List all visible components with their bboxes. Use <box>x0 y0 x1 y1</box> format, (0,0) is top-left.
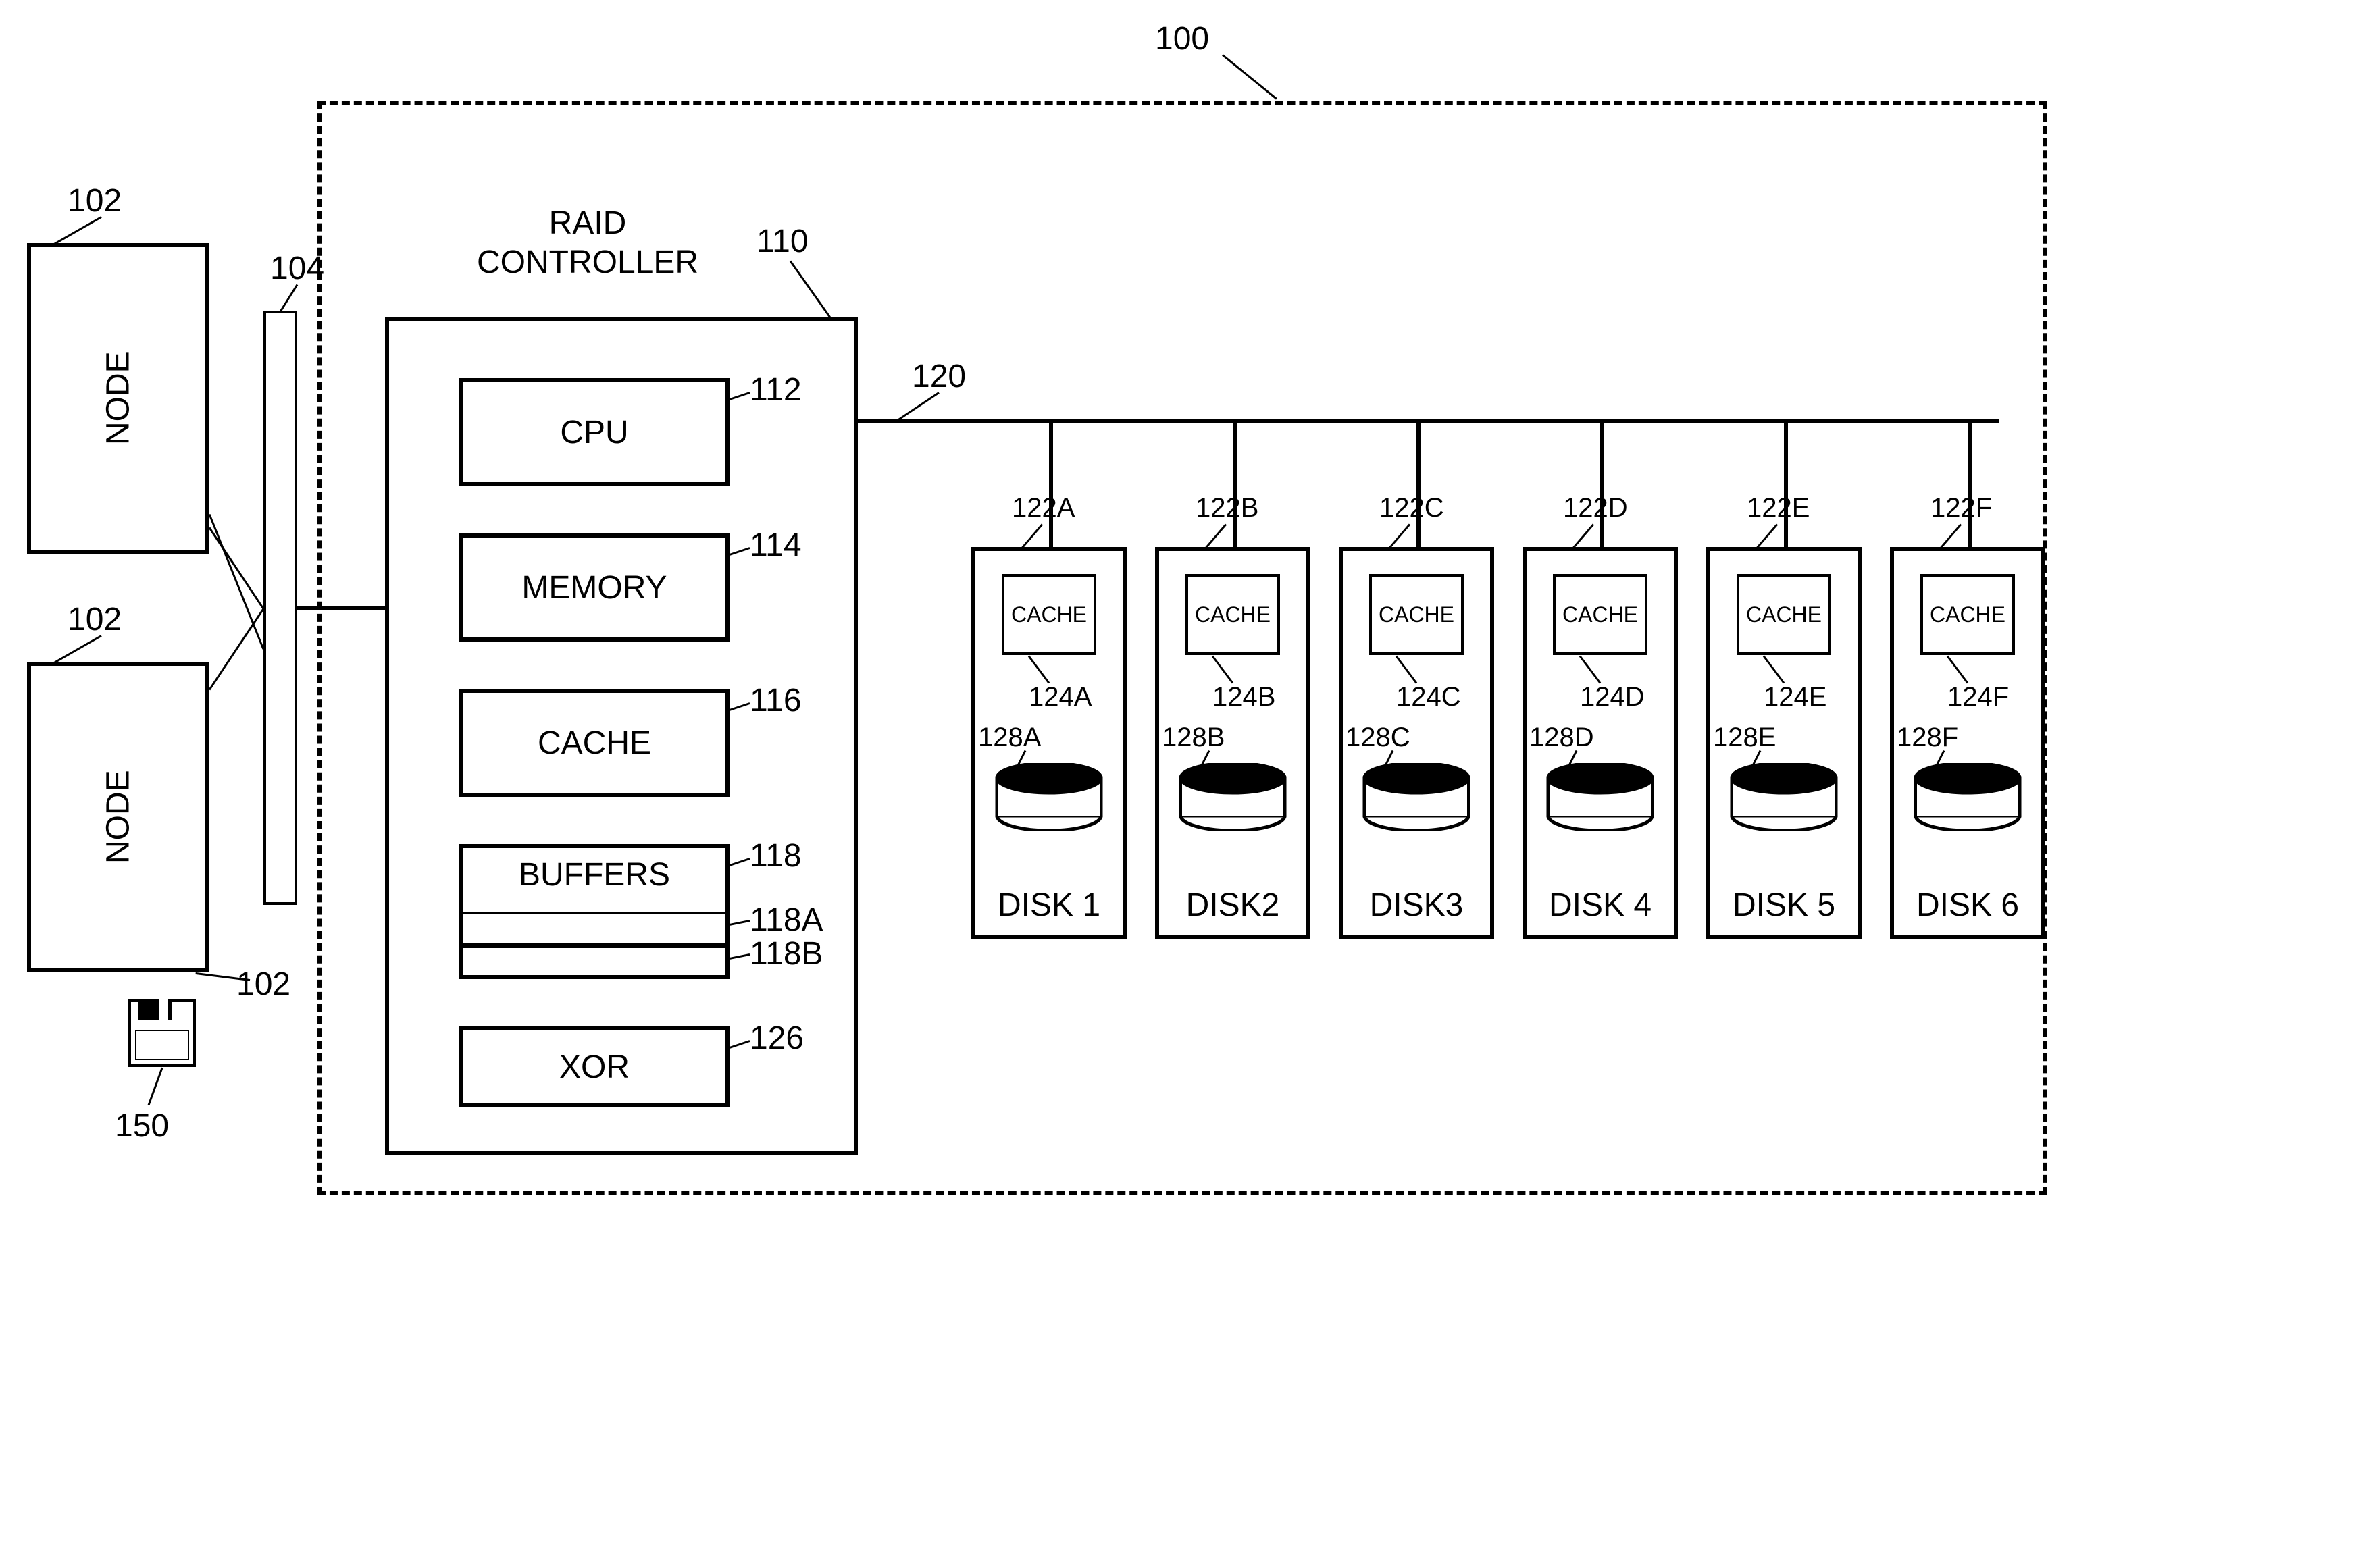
disk-media-ref-4: 128E <box>1713 723 1776 753</box>
node-box-1: NODE <box>27 662 209 972</box>
ctrl-block-label-cpu: CPU <box>459 378 730 486</box>
disk-cache-label-5: CACHE <box>1920 574 2015 655</box>
disk-media-3 <box>1546 763 1654 831</box>
disk-ref-4: 122E <box>1747 493 1810 523</box>
ctrl-block-label-xor: XOR <box>459 1026 730 1107</box>
disk-ref-1: 122B <box>1196 493 1258 523</box>
disk-cache-ref-5: 124F <box>1947 682 2009 712</box>
disk-stub-2 <box>1416 419 1421 547</box>
disk-label-3: DISK 4 <box>1523 878 1678 932</box>
system-ref-leader <box>1222 54 1277 99</box>
bus-to-controller <box>297 606 385 610</box>
disk-cache-label-3: CACHE <box>1553 574 1647 655</box>
ctrl-block-ref-memory: 114 <box>750 527 802 564</box>
ctrl-block-ref-cache: 116 <box>750 682 802 719</box>
controller-title: RAID CONTROLLER <box>426 189 750 297</box>
disk-label-5: DISK 6 <box>1890 878 2045 932</box>
disk-media-0 <box>995 763 1103 831</box>
ctrl-block-ref-buffers: 118 <box>750 837 802 874</box>
ctrl-subbuf-bufA <box>459 912 730 945</box>
front-bus-ref: 104 <box>270 250 324 287</box>
disk-bus <box>858 419 1999 423</box>
node-label-0: NODE <box>31 247 205 550</box>
node-ref-1b: 102 <box>236 966 290 1003</box>
disk-cache-ref-3: 124D <box>1580 682 1645 712</box>
disk-ref-5: 122F <box>1930 493 1992 523</box>
node-ref-0: 102 <box>68 182 122 219</box>
floppy-ref: 150 <box>115 1107 169 1145</box>
disk-media-2 <box>1362 763 1470 831</box>
disk-bus-ref: 120 <box>912 358 966 395</box>
ctrl-block-label-memory: MEMORY <box>459 533 730 642</box>
floppy-shutter <box>138 999 172 1020</box>
disk-stub-0 <box>1049 419 1053 547</box>
node2-to-bus <box>209 608 264 691</box>
disk-label-0: DISK 1 <box>971 878 1127 932</box>
ctrl-subbuf-ref-bufB: 118B <box>750 935 823 972</box>
ctrl-subbuf-bufB <box>459 945 730 979</box>
disk-cache-ref-1: 124B <box>1212 682 1275 712</box>
disk-stub-5 <box>1968 419 1972 547</box>
disk-stub-4 <box>1784 419 1788 547</box>
disk-media-ref-3: 128D <box>1529 723 1594 753</box>
controller-ref: 110 <box>757 223 809 260</box>
node-ref-leader-1 <box>53 635 101 664</box>
disk-stub-3 <box>1600 419 1604 547</box>
node1-to-bus <box>209 527 264 610</box>
disk-media-5 <box>1914 763 2022 831</box>
ctrl-block-ref-cpu: 112 <box>750 371 802 409</box>
disk-cache-label-4: CACHE <box>1737 574 1831 655</box>
node-ref-1: 102 <box>68 601 122 638</box>
node-ref-leader-0 <box>53 216 101 245</box>
front-bus-ref-leader <box>280 284 299 313</box>
node-label-1: NODE <box>31 666 205 968</box>
disk-label-4: DISK 5 <box>1706 878 1862 932</box>
system-ref: 100 <box>1155 20 1209 57</box>
disk-stub-1 <box>1233 419 1237 547</box>
disk-media-1 <box>1179 763 1287 831</box>
disk-cache-label-2: CACHE <box>1369 574 1464 655</box>
front-bus <box>263 311 297 905</box>
disk-cache-ref-4: 124E <box>1764 682 1826 712</box>
disk-cache-label-1: CACHE <box>1185 574 1280 655</box>
disk-ref-0: 122A <box>1012 493 1075 523</box>
ctrl-block-ref-xor: 126 <box>750 1020 804 1057</box>
ctrl-block-label-buffers: BUFFERS <box>459 844 730 905</box>
disk-cache-ref-2: 124C <box>1396 682 1461 712</box>
disk-media-4 <box>1730 763 1838 831</box>
ctrl-subbuf-ref-bufA: 118A <box>750 901 823 939</box>
disk-cache-ref-0: 124A <box>1029 682 1092 712</box>
disk-media-ref-1: 128B <box>1162 723 1225 753</box>
disk-media-ref-5: 128F <box>1897 723 1958 753</box>
disk-media-ref-0: 128A <box>978 723 1041 753</box>
disk-label-1: DISK2 <box>1155 878 1310 932</box>
disk-label-2: DISK3 <box>1339 878 1494 932</box>
disk-media-ref-2: 128C <box>1346 723 1410 753</box>
floppy-icon <box>128 999 196 1067</box>
ctrl-block-label-cache: CACHE <box>459 689 730 797</box>
disk-cache-label-0: CACHE <box>1002 574 1096 655</box>
disk-ref-3: 122D <box>1563 493 1628 523</box>
disk-ref-2: 122C <box>1379 493 1444 523</box>
n1-bus <box>209 514 265 650</box>
node-box-0: NODE <box>27 243 209 554</box>
floppy-label <box>135 1030 189 1060</box>
floppy-ref-leader <box>148 1068 163 1105</box>
